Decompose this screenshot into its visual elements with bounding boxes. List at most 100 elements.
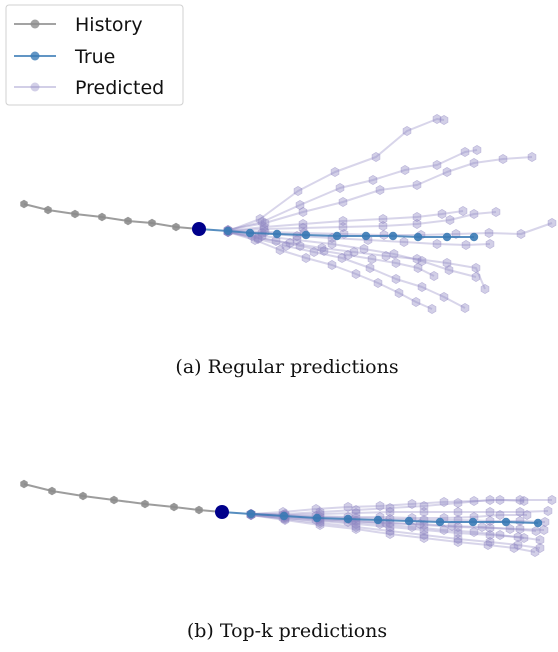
- history-point: [172, 222, 180, 232]
- predicted-line: [227, 211, 497, 232]
- history-point: [79, 491, 87, 501]
- predicted-point: [515, 507, 525, 517]
- history-line: [23, 203, 200, 230]
- predicted-point: [543, 506, 553, 516]
- predicted-point: [469, 209, 479, 219]
- predicted-point: [368, 175, 378, 185]
- predicted-point: [429, 271, 439, 281]
- predicted-point: [367, 254, 377, 264]
- predicted-point: [485, 239, 495, 249]
- predicted-point: [412, 212, 422, 222]
- predicted-point: [330, 167, 340, 177]
- predicted-point: [381, 251, 391, 261]
- predicted-point: [371, 152, 381, 162]
- history-point: [44, 205, 52, 215]
- predicted-point: [293, 186, 303, 196]
- predicted-point: [292, 231, 302, 241]
- predicted-point: [385, 507, 395, 517]
- predicted-line: [227, 231, 433, 310]
- predicted-trajectory: [223, 152, 537, 235]
- predicted-point: [445, 215, 455, 225]
- predicted-line: [250, 513, 527, 519]
- predicted-point: [491, 207, 501, 217]
- true-point: [343, 514, 353, 524]
- predicted-point: [453, 507, 463, 517]
- legend-history-marker: [30, 19, 40, 29]
- current-position-point: [192, 222, 206, 236]
- legend-entry-true: True: [14, 46, 115, 68]
- history-point: [148, 218, 156, 228]
- predicted-line: [250, 510, 549, 516]
- predicted-point: [319, 246, 329, 256]
- predicted-trajectory: [223, 227, 490, 294]
- predicted-point: [407, 499, 417, 509]
- predicted-line: [250, 514, 541, 549]
- predicted-point: [498, 154, 508, 164]
- predicted-point: [351, 524, 361, 534]
- history-point: [71, 209, 79, 219]
- predicted-line: [227, 149, 478, 231]
- true-point: [388, 231, 398, 241]
- predicted-point: [485, 495, 495, 505]
- predicted-point: [295, 200, 305, 210]
- predicted-point: [343, 250, 353, 260]
- predicted-point: [275, 245, 285, 255]
- caption-topk-predictions: (b) Top-k predictions: [187, 620, 387, 642]
- predicted-line: [251, 499, 552, 515]
- predicted-point: [432, 239, 442, 249]
- true-trajectory: [221, 509, 543, 528]
- history-point: [124, 216, 132, 226]
- predicted-point: [531, 526, 541, 536]
- predicted-point: [427, 304, 437, 314]
- predicted-point: [469, 158, 479, 168]
- current-position-point: [215, 505, 229, 519]
- true-point: [361, 231, 371, 241]
- predicted-point: [439, 115, 449, 125]
- predicted-point: [417, 282, 427, 292]
- predicted-point: [412, 180, 422, 190]
- predicted-point: [495, 495, 505, 505]
- true-point: [468, 517, 478, 527]
- predicted-point: [309, 247, 319, 257]
- predicted-point: [432, 160, 442, 170]
- predicted-line: [250, 514, 525, 539]
- predicted-trajectory: [223, 227, 437, 314]
- predicted-line: [227, 231, 435, 277]
- predicted-point: [485, 530, 495, 540]
- true-point: [301, 230, 311, 240]
- true-point: [469, 232, 479, 242]
- plot-regular-predictions: [20, 114, 557, 314]
- predicted-point: [505, 524, 515, 534]
- predicted-point: [485, 523, 495, 533]
- predicted-point: [535, 543, 545, 553]
- predicted-point: [460, 303, 470, 313]
- legend-true-label: True: [74, 46, 115, 68]
- true-point: [373, 515, 383, 525]
- predicted-point: [483, 540, 493, 550]
- history-point: [110, 495, 118, 505]
- history-point: [195, 505, 203, 515]
- predicted-point: [519, 533, 529, 543]
- predicted-point: [338, 222, 348, 232]
- history-point: [20, 199, 28, 209]
- predicted-point: [391, 274, 401, 284]
- predicted-point: [343, 502, 353, 512]
- predicted-point: [527, 152, 537, 162]
- true-point: [246, 509, 256, 519]
- true-point: [245, 228, 255, 238]
- predicted-point: [285, 238, 295, 248]
- true-point: [223, 226, 233, 236]
- predicted-point: [469, 496, 479, 506]
- legend-entry-history: History: [14, 14, 143, 36]
- predicted-point: [439, 497, 449, 507]
- predicted-point: [519, 496, 529, 506]
- predicted-point: [461, 240, 471, 250]
- predicted-point: [402, 126, 412, 136]
- history-point: [141, 499, 149, 509]
- predicted-point: [495, 510, 505, 520]
- predicted-point: [509, 543, 519, 553]
- legend-entry-predicted: Predicted: [14, 77, 164, 99]
- predicted-point: [437, 209, 447, 219]
- predicted-point: [394, 288, 404, 298]
- predicted-line: [227, 231, 486, 290]
